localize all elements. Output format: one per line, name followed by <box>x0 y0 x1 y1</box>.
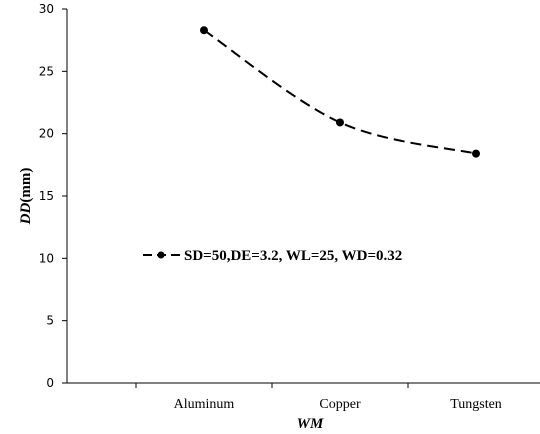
data-point <box>200 26 208 35</box>
data-point <box>472 149 480 158</box>
y-tick-label: 15 <box>39 189 54 203</box>
data-point <box>336 118 344 127</box>
x-tick-label: Copper <box>319 397 361 412</box>
legend: SD=50,DE=3.2, WL=25, WD=0.32 <box>143 248 402 264</box>
y-axis-title-unit: (mm) <box>18 168 34 203</box>
y-axis-title: DD(mm) <box>18 168 34 226</box>
series-layer <box>200 26 480 158</box>
y-tick-label: 20 <box>39 127 54 141</box>
y-tick-label: 25 <box>39 64 54 78</box>
y-axis-title-variable: DD <box>18 202 34 225</box>
x-tick-label: Tungsten <box>450 397 502 412</box>
y-tick-label: 10 <box>39 251 54 265</box>
x-tick-label: Aluminum <box>174 397 235 412</box>
legend-entry-label: SD=50,DE=3.2, WL=25, WD=0.32 <box>184 248 402 264</box>
y-tick-label: 5 <box>46 314 54 328</box>
x-ticks: Aluminum Copper Tungsten <box>135 383 502 412</box>
y-tick-label: 30 <box>39 2 54 16</box>
y-tick-label: 0 <box>46 376 54 390</box>
y-ticks: 0 5 10 15 20 25 30 <box>39 2 67 390</box>
legend-swatch-marker <box>157 251 165 259</box>
series-line <box>203 29 477 155</box>
x-axis-title: WM <box>297 416 324 432</box>
